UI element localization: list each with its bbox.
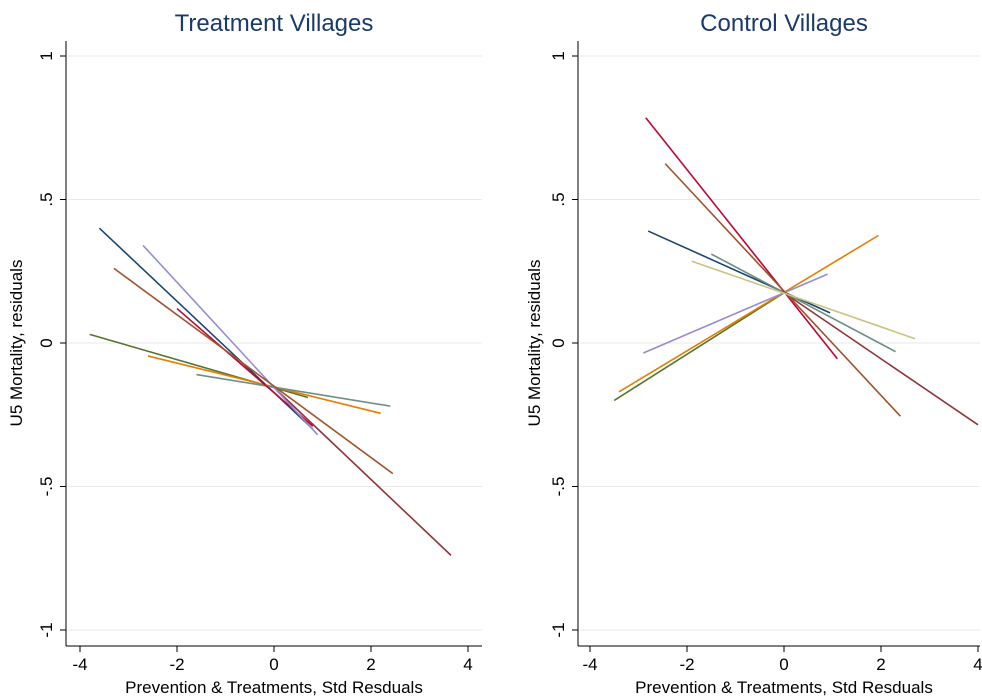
x-axis-label: Prevention & Treatments, Std Resduals xyxy=(125,678,423,697)
series-line-6 xyxy=(645,117,838,360)
x-tick-label: -4 xyxy=(72,655,87,674)
series-line-7 xyxy=(142,244,319,436)
series-line-2 xyxy=(273,386,452,556)
x-tick-label: 0 xyxy=(269,655,278,674)
y-tick-label: .5 xyxy=(549,192,568,206)
y-tick-label: 1 xyxy=(37,51,56,60)
series-line-8 xyxy=(664,163,901,417)
series-line-3 xyxy=(613,292,785,402)
x-tick-label: 4 xyxy=(973,655,982,674)
series-line-9 xyxy=(691,260,916,340)
chart-title: Treatment Villages xyxy=(175,10,374,37)
series-line-7 xyxy=(643,273,828,354)
series-line-5 xyxy=(710,253,896,353)
x-tick-label: 0 xyxy=(779,655,788,674)
series-line-6 xyxy=(176,307,314,427)
y-axis-label: U5 Mortality, residuals xyxy=(7,260,26,427)
x-tick-label: 2 xyxy=(366,655,375,674)
y-tick-label: -.5 xyxy=(549,477,568,497)
x-tick-label: -4 xyxy=(582,655,597,674)
y-tick-label: -1 xyxy=(549,622,568,637)
series-line-8 xyxy=(113,267,394,475)
y-tick-label: 1 xyxy=(549,51,568,60)
chart-title: Control Villages xyxy=(700,10,868,37)
y-tick-label: .5 xyxy=(37,192,56,206)
x-tick-label: -2 xyxy=(679,655,694,674)
series-line-5 xyxy=(196,373,391,407)
x-tick-label: -2 xyxy=(169,655,184,674)
series-line-4 xyxy=(618,234,879,393)
x-tick-label: 4 xyxy=(463,655,472,674)
y-tick-label: -1 xyxy=(37,622,56,637)
series-line-2 xyxy=(783,292,979,426)
y-axis-label: U5 Mortality, residuals xyxy=(525,260,544,427)
chart-panel-1: -1 -.5 0 .5 1 -4 -2 0 2 4 Treatment Villages Preven… xyxy=(7,10,482,697)
x-tick-label: 2 xyxy=(876,655,885,674)
chart-panel-2: -1 -.5 0 .5 1 -4 -2 0 2 4 Control Villages Preventi… xyxy=(525,10,982,697)
y-tick-label: -.5 xyxy=(37,477,56,497)
y-tick-label: 0 xyxy=(37,338,56,347)
x-axis-label: Prevention & Treatments, Std Resduals xyxy=(635,678,933,697)
y-tick-label: 0 xyxy=(549,338,568,347)
